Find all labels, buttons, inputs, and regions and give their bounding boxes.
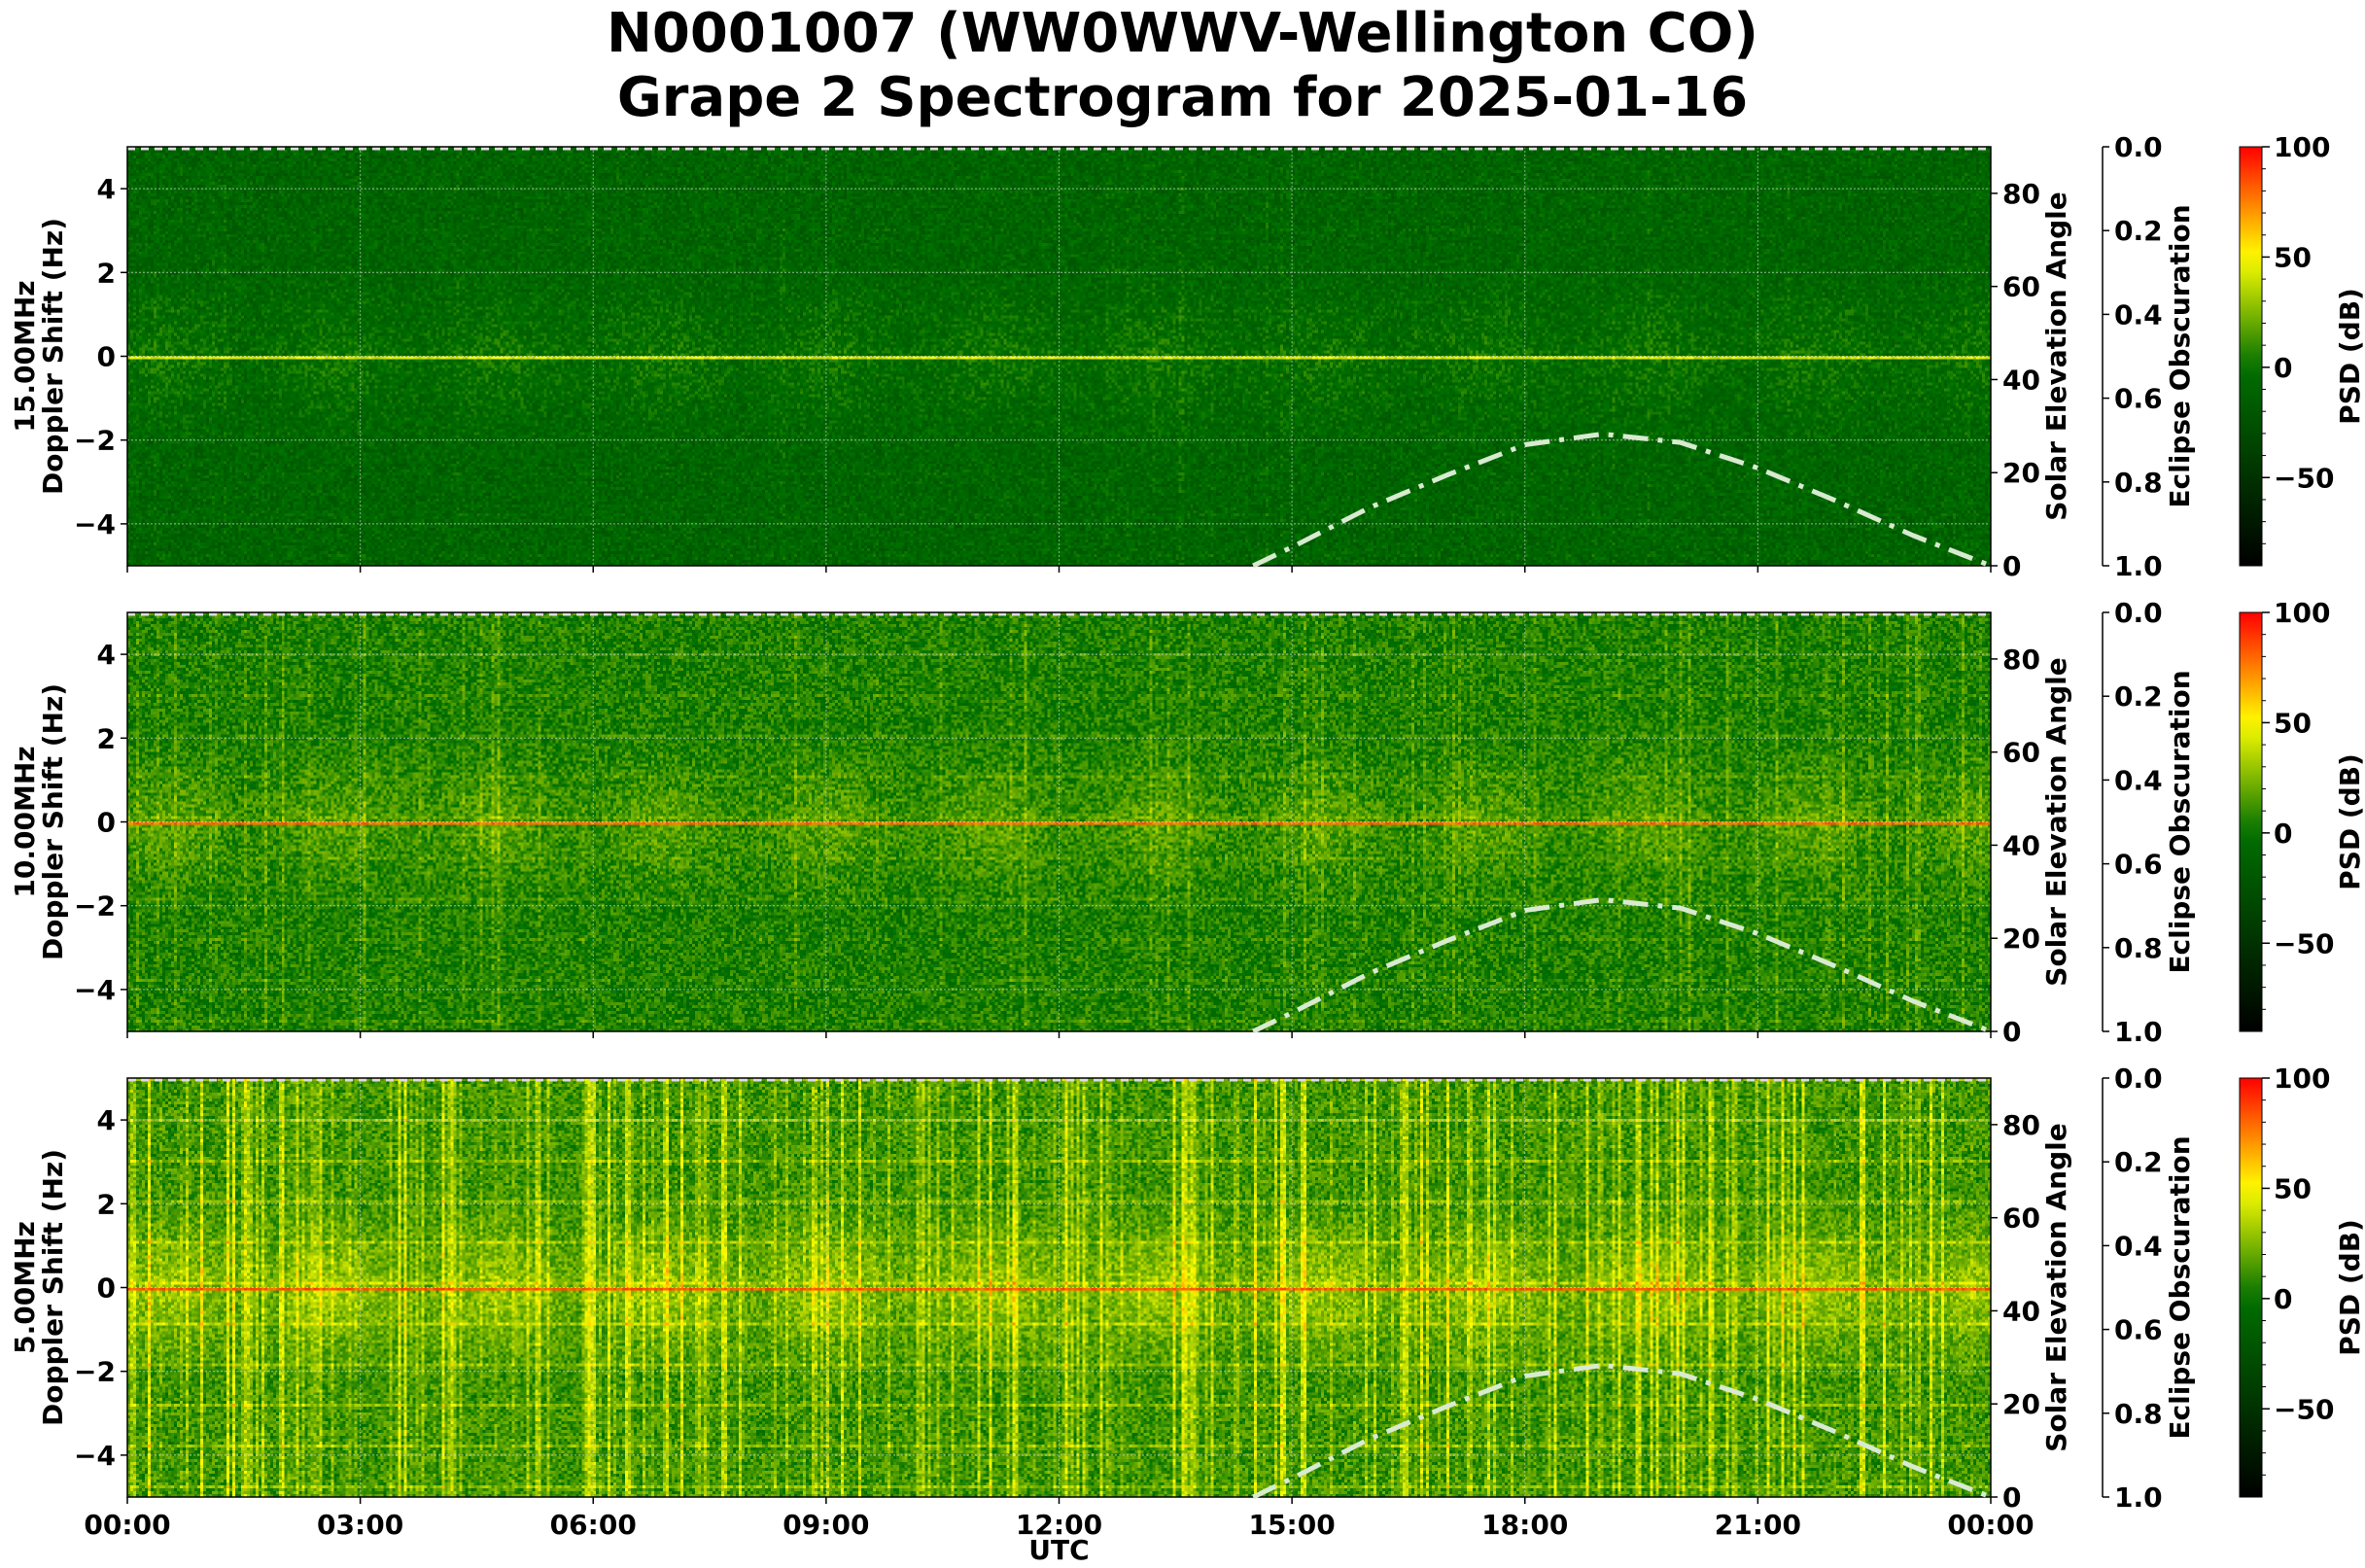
- y-tick-label: −2: [74, 1356, 116, 1388]
- solar-tick-label: 20: [2002, 457, 2040, 489]
- y-tick-label: 0: [97, 807, 116, 839]
- eclipse-tick-label: 0.4: [2114, 298, 2163, 331]
- solar-tick-label: 20: [2002, 1388, 2040, 1420]
- frequency-label: 10.00MHz: [9, 746, 41, 897]
- colorbar-tick-label: 100: [2274, 597, 2330, 629]
- x-tick-label: 12:00: [1016, 1509, 1102, 1541]
- solar-tick-label: 0: [2002, 1016, 2021, 1048]
- y-tick-label: 4: [97, 173, 116, 205]
- y-tick-label: −2: [74, 425, 116, 457]
- eclipse-tick-label: 0.6: [2114, 383, 2163, 415]
- eclipse-tick-label: 0.6: [2114, 1314, 2163, 1346]
- eclipse-axis-label: Eclipse Obscuration: [2164, 204, 2196, 507]
- x-tick-label: 06:00: [550, 1509, 637, 1541]
- solar-elevation-curve: [1252, 431, 1992, 569]
- y-tick-label: 0: [97, 341, 116, 373]
- solar-elevation-curve: [1252, 1362, 1992, 1500]
- colorbar-tick-label: 0: [2274, 352, 2292, 384]
- solar-tick-label: 60: [2002, 1202, 2040, 1235]
- solar-axis-label: Solar Elevation Angle: [2040, 657, 2072, 986]
- y-tick-label: −4: [74, 974, 116, 1006]
- colorbar: [2239, 611, 2263, 1032]
- solar-axis-label: Solar Elevation Angle: [2040, 192, 2072, 520]
- solar-tick-label: 20: [2002, 923, 2040, 955]
- colorbar-tick-label: 50: [2274, 241, 2312, 273]
- eclipse-tick-label: 0.2: [2114, 680, 2163, 713]
- colorbar-tick-label: 50: [2274, 707, 2312, 739]
- colorbar-tick-label: −50: [2274, 1393, 2334, 1425]
- colorbar-label: PSD (dB): [2334, 288, 2365, 425]
- y-tick-label: 2: [97, 1188, 116, 1220]
- solar-tick-label: 40: [2002, 1295, 2040, 1327]
- colorbar-tick-label: 50: [2274, 1172, 2312, 1204]
- solar-tick-label: 0: [2002, 550, 2021, 582]
- eclipse-tick-label: 0.8: [2114, 1398, 2163, 1430]
- solar-tick-label: 40: [2002, 829, 2040, 861]
- y-axis-label: Doppler Shift (Hz): [37, 218, 69, 495]
- eclipse-tick-label: 0.6: [2114, 849, 2163, 881]
- y-tick-label: 4: [97, 639, 116, 671]
- solar-axis-label: Solar Elevation Angle: [2040, 1123, 2072, 1451]
- solar-tick-label: 0: [2002, 1481, 2021, 1514]
- solar-tick-label: 80: [2002, 178, 2040, 210]
- eclipse-tick-label: 0.8: [2114, 467, 2163, 499]
- colorbar-label: PSD (dB): [2334, 753, 2365, 890]
- x-tick-label: 00:00: [1947, 1509, 2034, 1541]
- chart-title-line2: Grape 2 Spectrogram for 2025-01-16: [616, 66, 1749, 129]
- eclipse-tick-label: 1.0: [2114, 1016, 2163, 1048]
- colorbar-tick-label: 100: [2274, 1063, 2330, 1095]
- colorbar-tick-label: 100: [2274, 131, 2330, 163]
- colorbar: [2239, 1077, 2263, 1498]
- eclipse-axis-label: Eclipse Obscuration: [2164, 670, 2196, 973]
- x-tick-label: 09:00: [783, 1509, 869, 1541]
- frequency-label: 5.00MHz: [9, 1221, 41, 1354]
- solar-elevation-curve: [1252, 896, 1992, 1034]
- y-axis-label: Doppler Shift (Hz): [37, 1149, 69, 1426]
- colorbar-tick-label: 0: [2274, 818, 2292, 850]
- y-tick-label: 4: [97, 1104, 116, 1136]
- y-tick-label: 0: [97, 1272, 116, 1305]
- eclipse-tick-label: 1.0: [2114, 1481, 2163, 1514]
- solar-tick-label: 80: [2002, 1109, 2040, 1141]
- eclipse-tick-label: 0.0: [2114, 131, 2163, 163]
- x-tick-label: 03:00: [317, 1509, 403, 1541]
- solar-tick-label: 60: [2002, 737, 2040, 769]
- y-tick-label: −4: [74, 508, 116, 540]
- x-tick-label: 21:00: [1715, 1509, 1801, 1541]
- colorbar-tick-label: −50: [2274, 927, 2334, 959]
- chart-title-line1: N0001007 (WW0WWV-Wellington CO): [607, 2, 1758, 65]
- x-axis-label: UTC: [1028, 1534, 1089, 1566]
- colorbar: [2239, 146, 2263, 567]
- eclipse-tick-label: 0.0: [2114, 1063, 2163, 1095]
- y-tick-label: −2: [74, 890, 116, 923]
- colorbar-tick-label: −50: [2274, 462, 2334, 494]
- eclipse-tick-label: 0.0: [2114, 597, 2163, 629]
- y-tick-label: −4: [74, 1440, 116, 1472]
- eclipse-tick-label: 0.8: [2114, 932, 2163, 964]
- eclipse-axis-label: Eclipse Obscuration: [2164, 1135, 2196, 1439]
- colorbar-label: PSD (dB): [2334, 1219, 2365, 1356]
- eclipse-tick-label: 0.4: [2114, 764, 2163, 796]
- y-tick-label: 2: [97, 722, 116, 754]
- eclipse-tick-label: 0.4: [2114, 1230, 2163, 1262]
- solar-tick-label: 80: [2002, 644, 2040, 676]
- y-tick-label: 2: [97, 257, 116, 289]
- frequency-label: 15.00MHz: [9, 280, 41, 432]
- y-axis-label: Doppler Shift (Hz): [37, 683, 69, 960]
- solar-tick-label: 40: [2002, 364, 2040, 396]
- x-tick-label: 18:00: [1481, 1509, 1568, 1541]
- solar-tick-label: 60: [2002, 271, 2040, 303]
- eclipse-tick-label: 0.2: [2114, 1146, 2163, 1178]
- eclipse-tick-label: 0.2: [2114, 215, 2163, 247]
- x-tick-label: 15:00: [1249, 1509, 1336, 1541]
- colorbar-tick-label: 0: [2274, 1283, 2292, 1315]
- x-tick-label: 00:00: [84, 1509, 170, 1541]
- eclipse-tick-label: 1.0: [2114, 550, 2163, 582]
